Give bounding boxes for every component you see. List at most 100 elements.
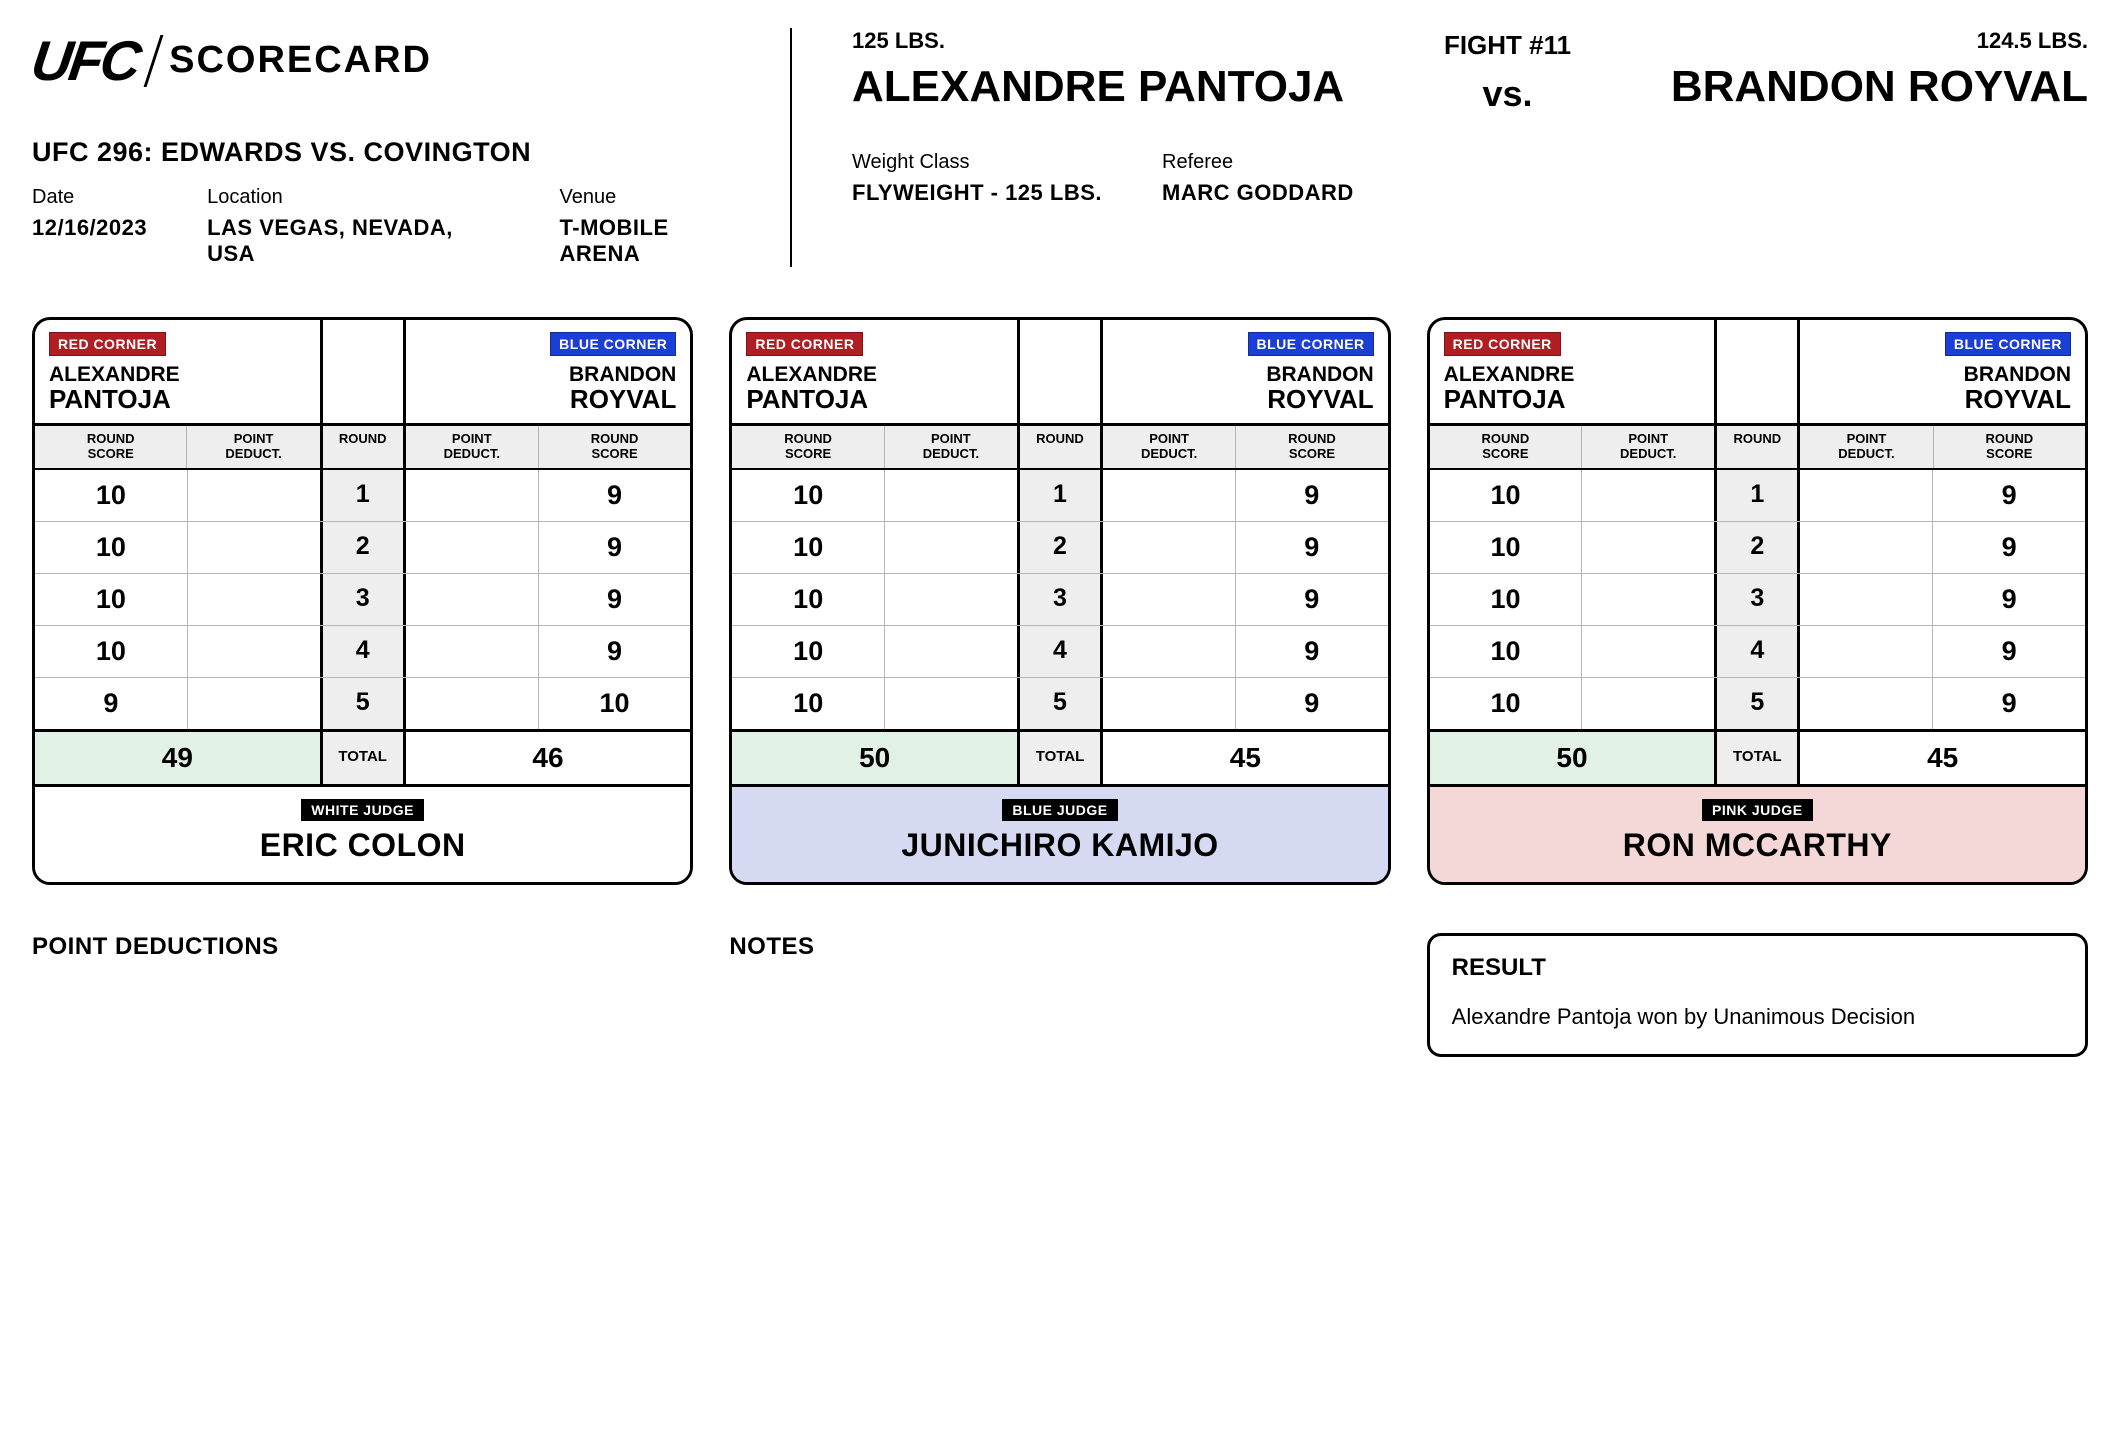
judge-name: JUNICHIRO KAMIJO [732, 827, 1387, 864]
red-round-score: 10 [732, 522, 885, 573]
card-red-side: RED CORNERALEXANDREPANTOJA [732, 320, 1017, 423]
meta-weight-class: Weight Class FLYWEIGHT - 125 LBS. [852, 151, 1102, 206]
total-row: 49TOTAL46 [35, 732, 690, 787]
point-deductions-heading: POINT DEDUCTIONS [32, 933, 693, 961]
red-fighter-name: ALEXANDRE PANTOJA [852, 62, 1344, 112]
blue-point-deduct [1800, 522, 1933, 573]
red-round-score: 10 [732, 678, 885, 729]
round-number: 3 [1017, 574, 1103, 625]
red-point-deduct [188, 522, 320, 573]
card-blue-last: ROYVAL [1814, 386, 2071, 413]
judge-badge: WHITE JUDGE [301, 799, 424, 821]
brand-divider [144, 35, 164, 87]
red-point-deduct [188, 626, 320, 677]
card-red-last: PANTOJA [746, 386, 1003, 413]
fight-center-block: FIGHT #11 vs. [1444, 28, 1571, 115]
event-name: UFC 296: EDWARDS VS. COVINGTON [32, 137, 750, 168]
meta-date: Date 12/16/2023 [32, 186, 147, 267]
round-number: 5 [320, 678, 406, 729]
blue-corner-badge: BLUE CORNER [1945, 332, 2071, 356]
blue-round-score: 9 [1933, 626, 2085, 677]
blue-round-score: 9 [1236, 626, 1388, 677]
card-header-mid [320, 320, 406, 423]
round-number: 2 [1714, 522, 1800, 573]
scorecard-label: SCORECARD [169, 39, 432, 82]
card-red-first: ALEXANDRE [746, 364, 1003, 386]
red-round-score: 10 [1430, 574, 1583, 625]
judge-badge: BLUE JUDGE [1002, 799, 1117, 821]
blue-corner-badge: BLUE CORNER [550, 332, 676, 356]
blue-total: 46 [406, 732, 691, 784]
score-row: 1029 [35, 522, 690, 574]
column-headers: ROUNDSCOREPOINTDEDUCT.ROUNDPOINTDEDUCT.R… [35, 426, 690, 470]
card-blue-last: ROYVAL [1117, 386, 1374, 413]
red-point-deduct [1582, 470, 1714, 521]
judge-footer: PINK JUDGE RON MCCARTHY [1430, 787, 2085, 882]
meta-weight-class-label: Weight Class [852, 151, 1102, 174]
blue-point-deduct [1800, 470, 1933, 521]
red-round-score: 10 [732, 470, 885, 521]
blue-point-deduct [406, 470, 539, 521]
round-number: 4 [1714, 626, 1800, 677]
red-point-deduct [1582, 574, 1714, 625]
col-round-score: ROUNDSCORE [1934, 426, 2085, 468]
meta-referee: Referee MARC GODDARD [1162, 151, 1354, 206]
column-headers: ROUNDSCOREPOINTDEDUCT.ROUNDPOINTDEDUCT.R… [732, 426, 1387, 470]
blue-round-score: 9 [1933, 678, 2085, 729]
red-round-score: 10 [35, 574, 188, 625]
blue-round-score: 9 [1236, 574, 1388, 625]
blue-total: 45 [1103, 732, 1388, 784]
judge-name: RON MCCARTHY [1430, 827, 2085, 864]
round-number: 1 [1714, 470, 1800, 521]
brand-row: UFC SCORECARD [32, 28, 750, 93]
blue-point-deduct [1103, 678, 1236, 729]
score-row: 1039 [1430, 574, 2085, 626]
blue-round-score: 9 [1933, 574, 2085, 625]
red-point-deduct [885, 522, 1017, 573]
blue-round-score: 10 [539, 678, 691, 729]
result-box: RESULT Alexandre Pantoja won by Unanimou… [1427, 933, 2088, 1056]
col-point-deduct: POINTDEDUCT. [1103, 426, 1236, 468]
score-row: 1019 [732, 470, 1387, 522]
red-round-score: 10 [1430, 522, 1583, 573]
event-meta-row: Date 12/16/2023 Location LAS VEGAS, NEVA… [32, 186, 750, 267]
col-point-deduct: POINTDEDUCT. [1582, 426, 1714, 468]
judge-cards-row: RED CORNERALEXANDREPANTOJABLUE CORNERBRA… [32, 317, 2088, 885]
judge-name: ERIC COLON [35, 827, 690, 864]
round-number: 5 [1017, 678, 1103, 729]
col-round: ROUND [1714, 426, 1800, 468]
blue-point-deduct [1800, 574, 1933, 625]
column-headers: ROUNDSCOREPOINTDEDUCT.ROUNDPOINTDEDUCT.R… [1430, 426, 2085, 470]
score-row: 10 2 9 [1430, 522, 2085, 574]
total-row: 50TOTAL45 [732, 732, 1387, 787]
blue-round-score: 9 [1933, 522, 2085, 573]
total-row: 50TOTAL45 [1430, 732, 2085, 787]
blue-point-deduct [1103, 626, 1236, 677]
card-red-side: RED CORNERALEXANDREPANTOJA [1430, 320, 1715, 423]
score-row: 1049 [732, 626, 1387, 678]
judge-footer: BLUE JUDGE JUNICHIRO KAMIJO [732, 787, 1387, 882]
blue-corner-badge: BLUE CORNER [1248, 332, 1374, 356]
judge-card-header: RED CORNERALEXANDREPANTOJABLUE CORNERBRA… [35, 320, 690, 426]
col-round-score: ROUNDSCORE [732, 426, 884, 468]
judge-card-header: RED CORNERALEXANDREPANTOJABLUE CORNERBRA… [732, 320, 1387, 426]
result-heading: RESULT [1452, 954, 2063, 982]
red-point-deduct [885, 678, 1017, 729]
vs-label: vs. [1444, 73, 1571, 115]
fighter-blue-block: 124.5 LBS. BRANDON ROYVAL [1671, 28, 2088, 112]
score-row: 1019 [1430, 470, 2085, 522]
red-weight: 125 LBS. [852, 28, 1344, 54]
judge-badge: PINK JUDGE [1702, 799, 1813, 821]
red-point-deduct [188, 678, 320, 729]
blue-round-score: 9 [539, 522, 691, 573]
blue-point-deduct [1103, 470, 1236, 521]
round-number: 1 [320, 470, 406, 521]
score-row: 1039 [35, 574, 690, 626]
header-left: UFC SCORECARD UFC 296: EDWARDS VS. COVIN… [32, 28, 792, 267]
col-round-score: ROUNDSCORE [1236, 426, 1387, 468]
red-point-deduct [885, 470, 1017, 521]
red-round-score: 9 [35, 678, 188, 729]
blue-point-deduct [1800, 626, 1933, 677]
score-row: 1039 [732, 574, 1387, 626]
card-red-first: ALEXANDRE [49, 364, 306, 386]
